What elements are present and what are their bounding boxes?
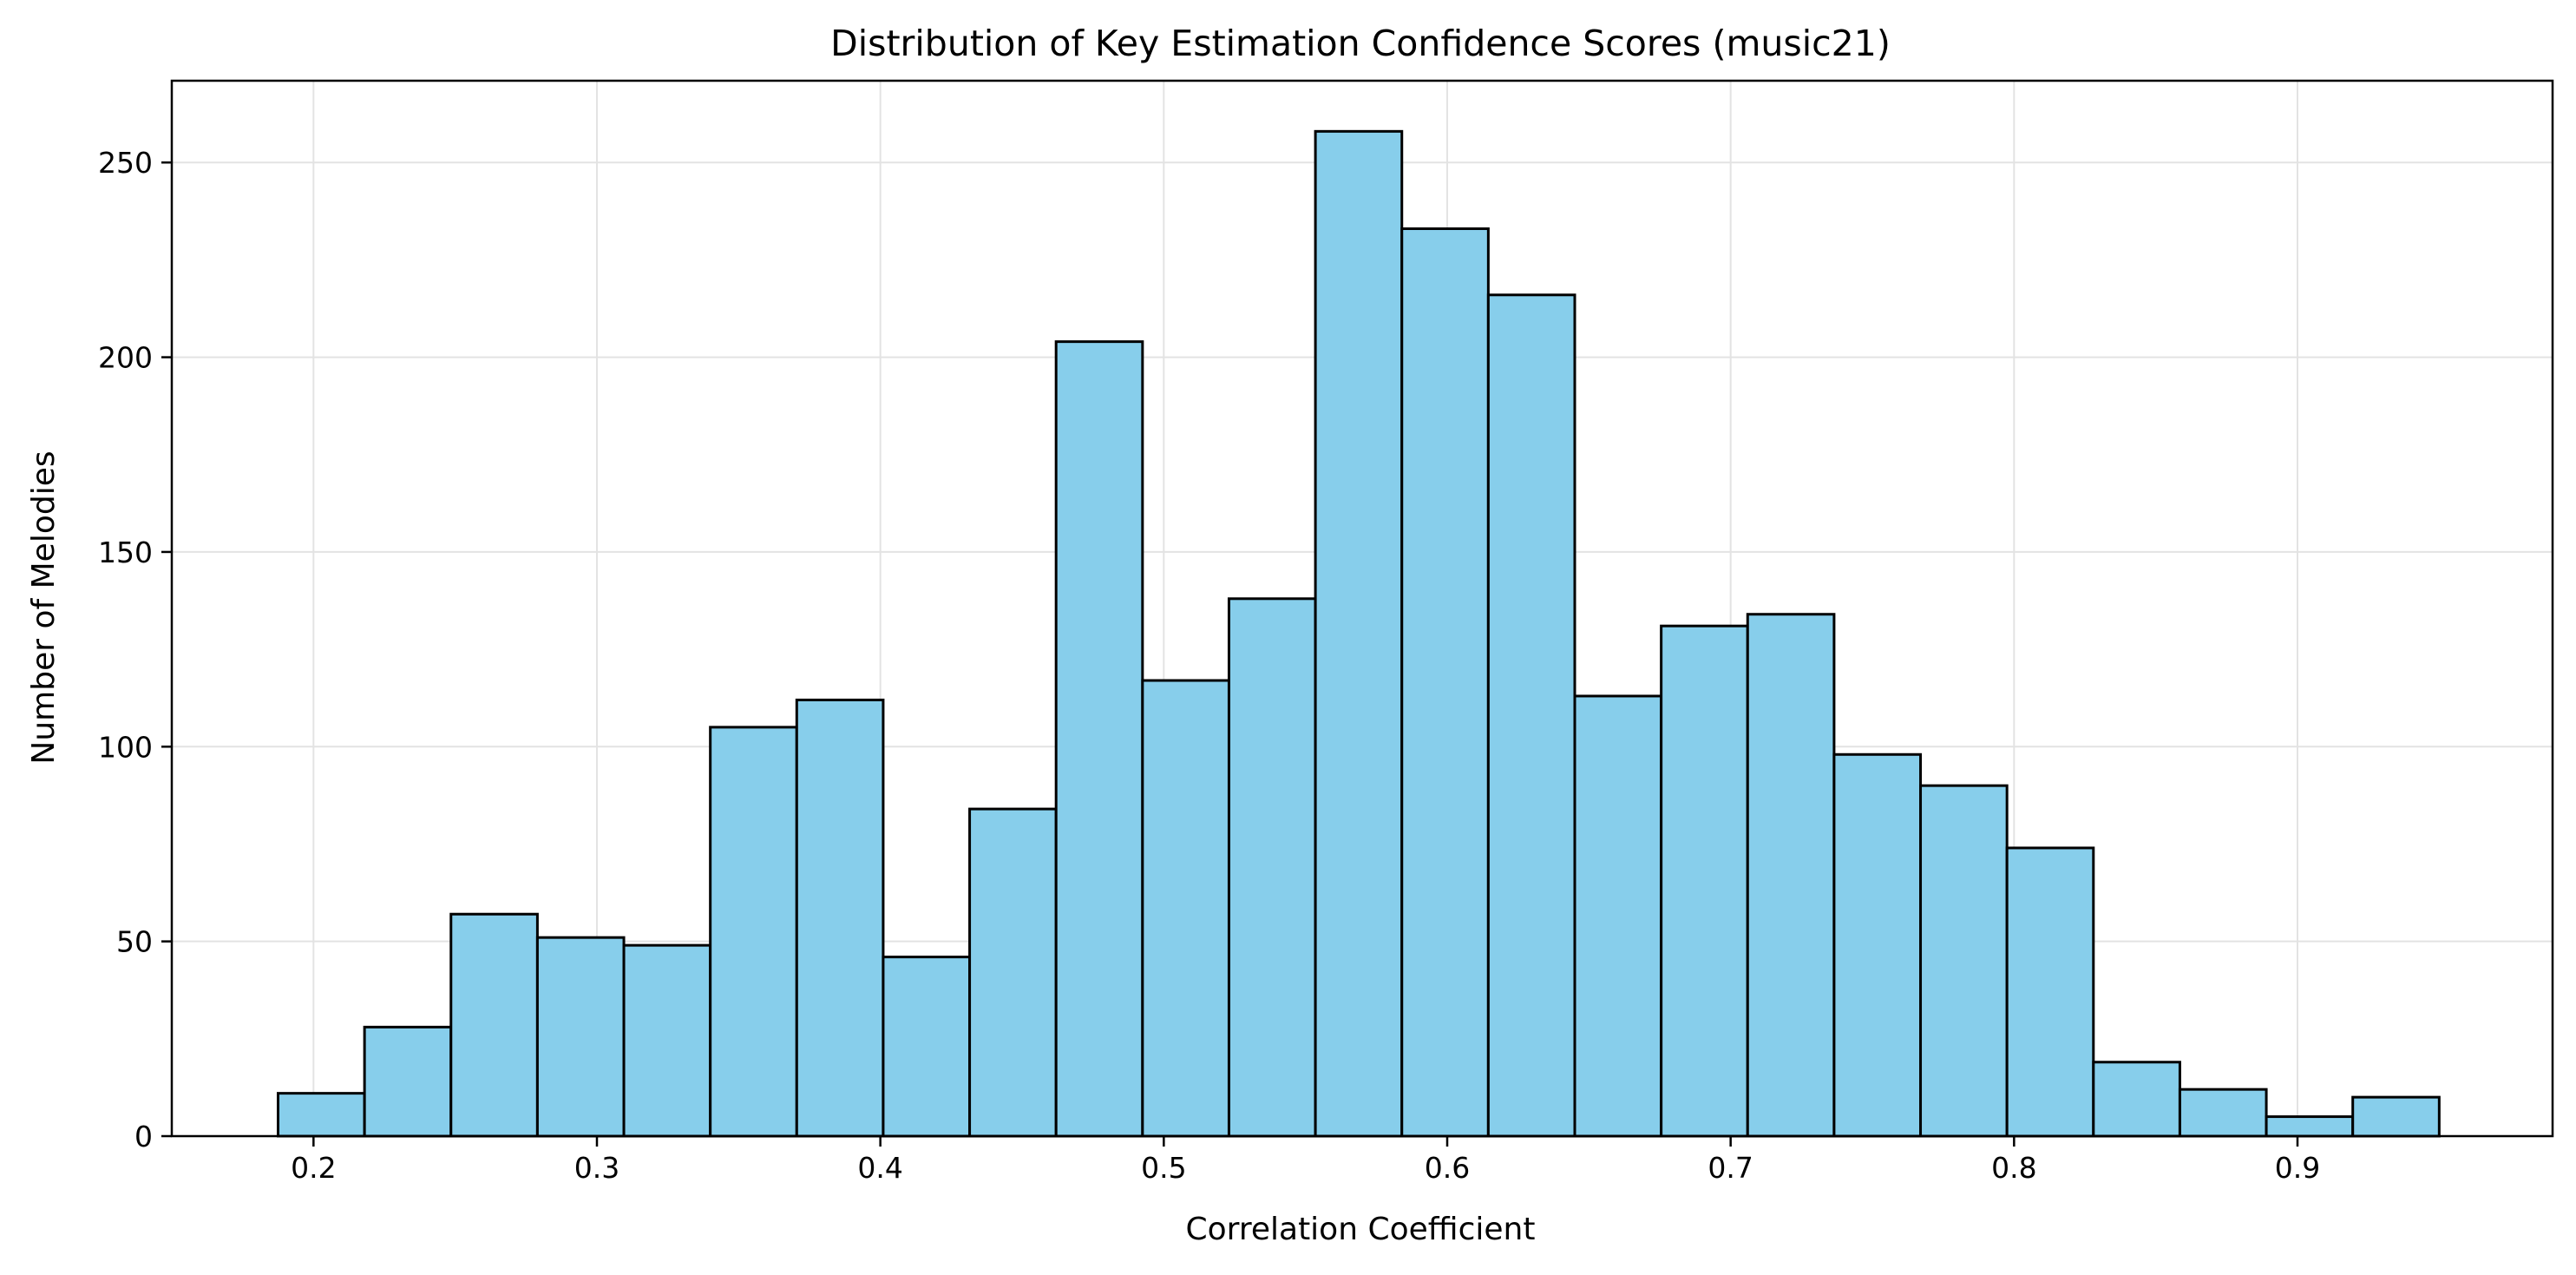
histogram-bar	[2178, 1088, 2268, 1138]
x-tick-label: 0.5	[1141, 1151, 1186, 1185]
histogram-bar	[795, 698, 885, 1138]
histogram-bar	[1660, 624, 1749, 1138]
histogram-bar	[1227, 597, 1317, 1138]
x-tick-label: 0.9	[2275, 1151, 2320, 1185]
histogram-bar	[535, 936, 626, 1138]
x-tick-label: 0.4	[857, 1151, 902, 1185]
y-axis-label: Number of Melodies	[26, 450, 62, 764]
x-tick-label: 0.7	[1708, 1151, 1753, 1185]
histogram-bar	[1573, 694, 1663, 1138]
histogram-bar	[1832, 753, 1923, 1138]
histogram-bar	[449, 912, 539, 1138]
chart-title: Distribution of Key Estimation Confidenc…	[830, 23, 1891, 64]
x-axis: 0.2 0.3 0.4 0.5 0.6 0.7 0.8 0.9	[291, 1136, 2320, 1185]
y-axis: 0 50 100 150 200 250	[98, 146, 172, 1153]
x-tick-label: 0.6	[1425, 1151, 1470, 1185]
histogram-bar	[1746, 613, 1836, 1138]
x-tick-label: 0.2	[291, 1151, 336, 1185]
histogram-bar	[277, 1092, 366, 1138]
histogram-bar	[363, 1025, 453, 1138]
y-tick-label: 250	[98, 146, 153, 180]
histogram-bar	[1486, 293, 1576, 1138]
histogram-bar	[1054, 340, 1144, 1138]
plot-frame	[170, 79, 2554, 1138]
histogram-bar	[1919, 784, 2009, 1138]
histogram-bar	[622, 943, 712, 1138]
x-axis-label: Correlation Coefficient	[1186, 1212, 1536, 1247]
y-tick-label: 50	[116, 925, 153, 959]
histogram-bar	[1314, 129, 1404, 1138]
y-tick-label: 0	[134, 1120, 153, 1153]
histogram-bar	[709, 726, 798, 1138]
x-tick-label: 0.8	[1991, 1151, 2036, 1185]
histogram-bars	[277, 129, 2441, 1138]
x-tick-label: 0.3	[574, 1151, 619, 1185]
histogram-bar	[1141, 679, 1230, 1138]
histogram-bar	[2092, 1061, 2181, 1138]
y-tick-label: 100	[98, 730, 153, 764]
histogram-bar	[1400, 227, 1490, 1138]
histogram-bar	[882, 956, 972, 1138]
histogram-bar	[2005, 846, 2095, 1138]
y-tick-label: 150	[98, 536, 153, 569]
y-tick-label: 200	[98, 341, 153, 375]
histogram-bar	[968, 807, 1058, 1138]
histogram-bar	[2351, 1095, 2441, 1138]
histogram-bar	[2265, 1115, 2355, 1138]
